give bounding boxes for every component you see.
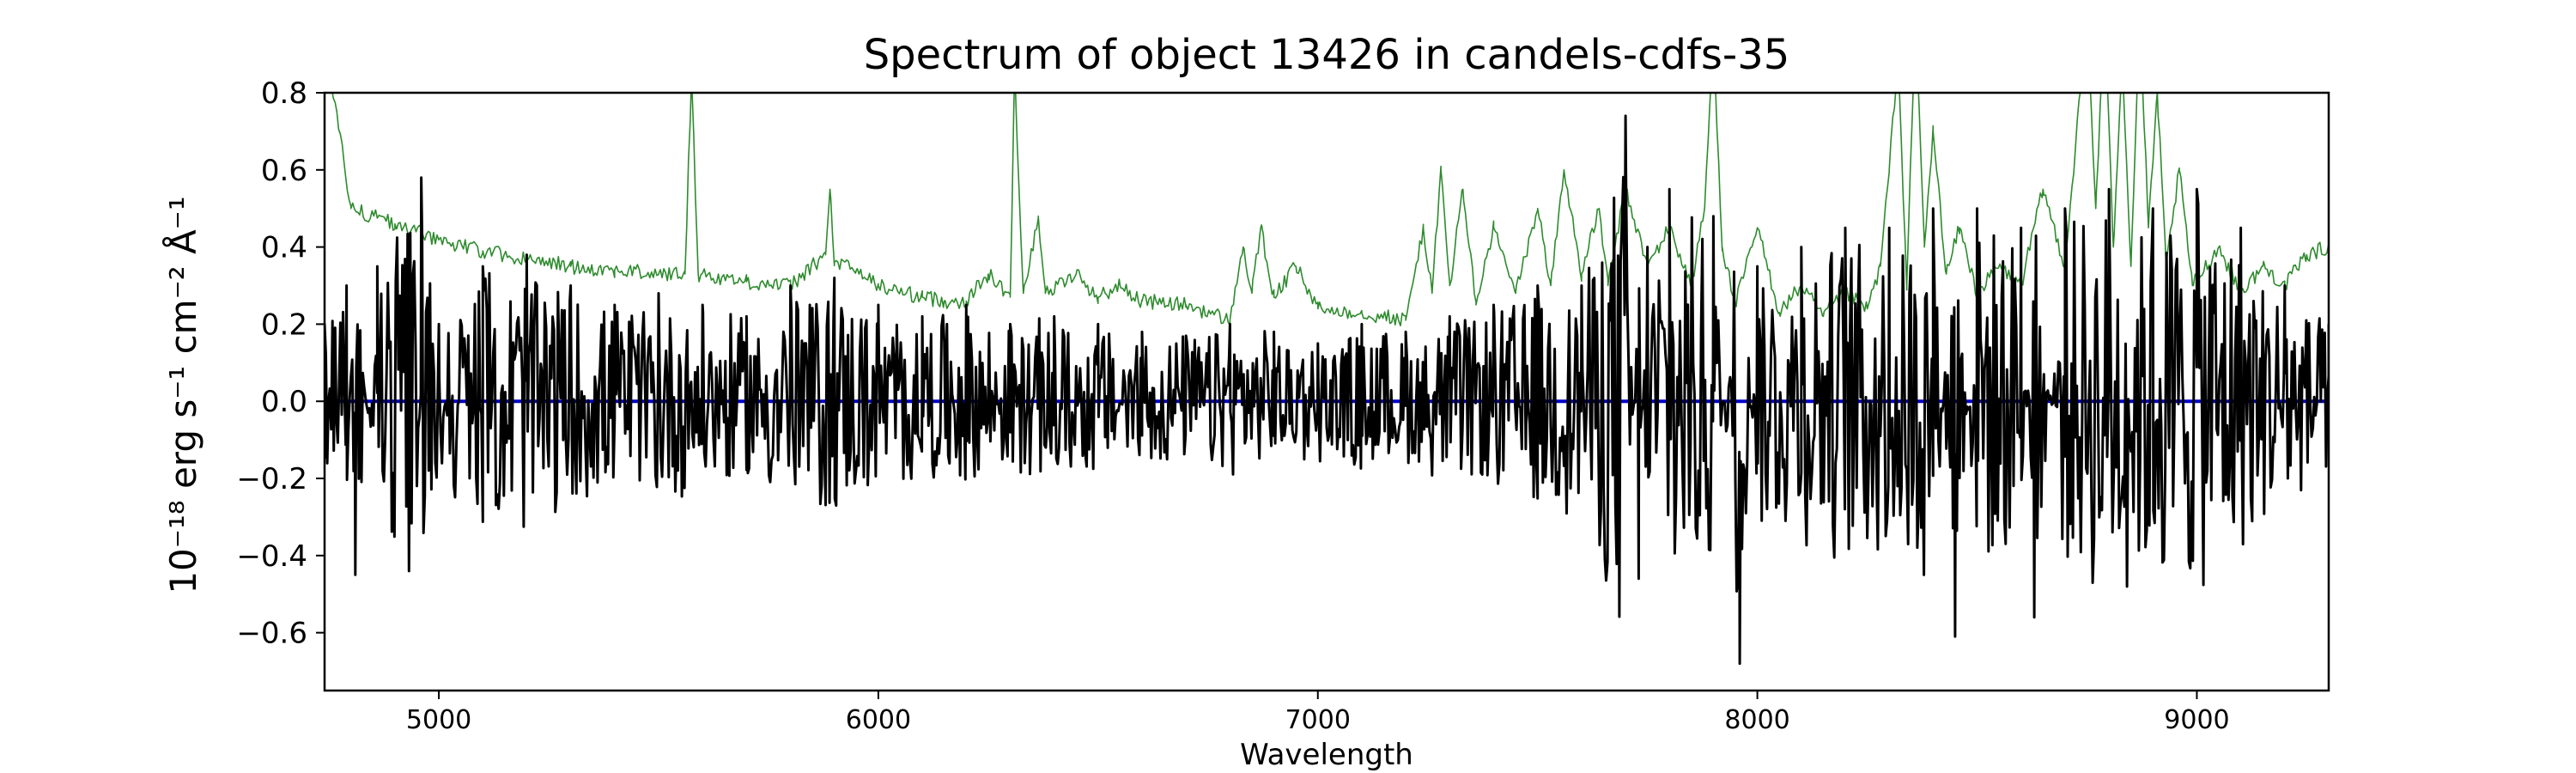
chart-title: Spectrum of object 13426 in candels-cdfs… bbox=[864, 31, 1790, 79]
x-axis-label: Wavelength bbox=[1240, 738, 1413, 772]
y-tick-label: 0.2 bbox=[261, 307, 307, 342]
x-axis-ticks: 5000 6000 7000 8000 9000 bbox=[406, 691, 2230, 735]
y-tick-label: −0.6 bbox=[236, 617, 307, 651]
plot-area bbox=[325, 93, 2329, 666]
plot-frame bbox=[323, 91, 2330, 692]
y-tick-label: 0.8 bbox=[261, 76, 307, 111]
y-tick-label: −0.4 bbox=[236, 539, 307, 574]
x-tick-label: 6000 bbox=[846, 705, 911, 735]
y-tick-label: 0.4 bbox=[261, 231, 307, 265]
y-tick-label: 0.0 bbox=[261, 385, 307, 419]
y-tick-label: −0.2 bbox=[236, 462, 307, 496]
x-tick-label: 7000 bbox=[1285, 705, 1351, 735]
y-tick-label: 0.6 bbox=[261, 154, 307, 188]
x-tick-label: 5000 bbox=[406, 705, 471, 735]
x-tick-label: 8000 bbox=[1724, 705, 1789, 735]
x-tick-label: 9000 bbox=[2164, 705, 2229, 735]
series-flux-line bbox=[325, 114, 2329, 666]
y-axis-ticks: −0.6 −0.4 −0.2 0.0 0.2 0.4 0.6 0.8 bbox=[236, 76, 325, 651]
y-axis-label: 10⁻¹⁸ erg s⁻¹ cm⁻² Å⁻¹ bbox=[161, 196, 204, 593]
